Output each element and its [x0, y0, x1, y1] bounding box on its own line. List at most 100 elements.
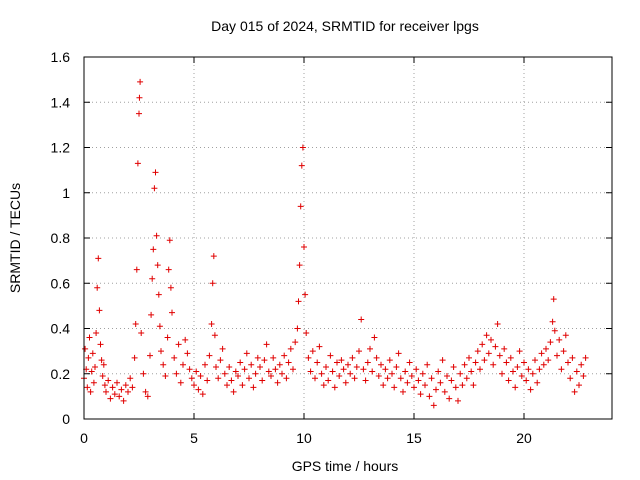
data-point	[295, 298, 302, 305]
data-point	[209, 280, 216, 287]
data-point	[206, 352, 213, 359]
data-point	[457, 370, 464, 377]
data-point	[437, 379, 444, 386]
data-point	[162, 373, 169, 380]
data-point	[235, 373, 241, 380]
y-tick-label: 1.4	[51, 94, 71, 110]
data-point	[301, 244, 307, 251]
data-point	[356, 348, 362, 355]
data-point	[276, 361, 283, 368]
data-point	[309, 348, 316, 355]
data-point	[165, 266, 172, 273]
y-axis-label: SRMTID / TECUs	[7, 183, 23, 293]
data-point	[336, 373, 343, 380]
data-point	[160, 361, 167, 368]
data-point	[101, 382, 108, 389]
data-point	[167, 284, 174, 291]
data-point	[384, 375, 391, 382]
data-point	[281, 352, 288, 359]
data-point	[94, 284, 101, 291]
data-point	[105, 377, 112, 384]
data-point	[518, 373, 525, 380]
data-point	[294, 325, 301, 332]
data-point	[325, 377, 332, 384]
data-point	[257, 363, 263, 370]
data-point	[415, 377, 422, 384]
data-point	[99, 373, 106, 380]
data-point	[137, 78, 144, 85]
data-point	[85, 354, 92, 361]
data-point	[188, 375, 195, 382]
data-point	[182, 336, 189, 343]
data-point	[129, 384, 136, 391]
data-point	[208, 320, 215, 327]
data-point	[459, 382, 466, 389]
data-point	[444, 373, 450, 380]
data-point	[166, 237, 173, 244]
data-point	[481, 357, 488, 364]
data-point	[191, 382, 197, 389]
y-tick-label: 1	[62, 185, 70, 201]
data-point	[536, 366, 543, 373]
data-point	[175, 341, 182, 348]
data-point	[250, 384, 257, 391]
y-tick-label: 0.4	[51, 321, 71, 337]
data-point	[164, 334, 171, 341]
data-point	[364, 359, 371, 366]
data-point	[210, 253, 217, 260]
data-point	[382, 366, 389, 373]
data-point	[433, 386, 439, 393]
data-point	[523, 377, 530, 384]
data-point	[132, 320, 139, 327]
data-point	[292, 339, 299, 346]
data-point	[199, 391, 206, 398]
data-point	[149, 275, 156, 282]
data-point	[265, 368, 272, 375]
data-point	[86, 334, 93, 341]
data-point	[347, 370, 354, 377]
data-point	[378, 361, 384, 368]
data-point	[88, 368, 95, 375]
data-point	[386, 357, 393, 364]
data-point	[439, 357, 446, 364]
data-point	[114, 379, 120, 386]
data-point	[314, 359, 321, 366]
y-tick-label: 1.6	[51, 49, 71, 65]
data-point	[466, 354, 472, 361]
data-point	[538, 350, 545, 357]
data-point	[285, 359, 292, 366]
data-point	[268, 373, 274, 380]
data-point	[224, 382, 230, 389]
data-point	[173, 370, 180, 377]
data-point	[98, 357, 105, 364]
data-point	[426, 393, 433, 400]
data-point	[303, 330, 310, 337]
data-point	[472, 359, 479, 366]
data-point	[202, 361, 208, 368]
data-point	[461, 361, 468, 368]
data-point	[195, 386, 202, 393]
data-point	[556, 336, 563, 343]
data-point	[274, 379, 281, 386]
data-point	[505, 377, 512, 384]
data-point	[554, 352, 560, 359]
data-point	[527, 386, 534, 393]
data-point	[252, 370, 259, 377]
data-point	[312, 375, 318, 382]
data-point	[422, 382, 428, 389]
data-point	[109, 384, 116, 391]
y-tick-label: 0.2	[51, 366, 71, 382]
data-point	[226, 363, 233, 370]
data-point	[327, 352, 334, 359]
x-tick-label: 0	[80, 430, 88, 446]
data-point	[413, 366, 420, 373]
data-point	[567, 375, 574, 382]
data-point	[547, 339, 554, 346]
data-point	[488, 336, 494, 343]
data-point	[96, 307, 103, 314]
data-point	[331, 384, 338, 391]
data-point	[184, 350, 191, 357]
data-point	[338, 357, 345, 364]
data-point	[272, 366, 279, 373]
data-point	[358, 316, 365, 323]
